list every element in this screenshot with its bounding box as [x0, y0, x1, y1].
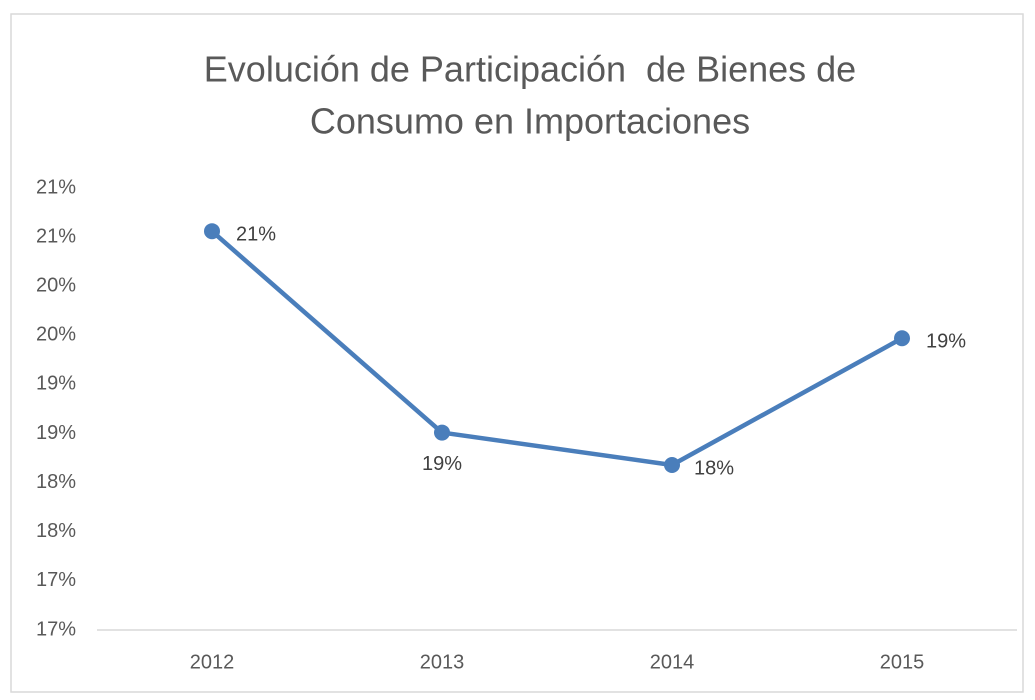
x-tick-label: 2014 — [650, 651, 695, 673]
y-tick-label: 18% — [36, 520, 76, 542]
y-tick-label: 17% — [36, 618, 76, 640]
y-tick-label: 19% — [36, 422, 76, 444]
chart-frame — [10, 13, 1024, 693]
y-tick-label: 19% — [36, 373, 76, 395]
point — [664, 456, 680, 473]
point — [204, 223, 220, 240]
chart-title: Evolución de Participación de Bienes de — [204, 49, 856, 90]
y-tick-label: 21% — [36, 225, 76, 247]
y-tick-label: 18% — [36, 471, 76, 493]
point — [894, 330, 910, 347]
line — [210, 229, 904, 468]
y-tick-label: 17% — [36, 569, 76, 591]
y-tick-label: 21% — [36, 176, 76, 198]
x-tick-label: 2015 — [880, 651, 925, 673]
x-tick-label: 2012 — [190, 651, 235, 673]
data-label: 19% — [422, 453, 462, 475]
chart-title: Consumo en Importaciones — [310, 101, 750, 142]
data-label: 21% — [236, 223, 276, 245]
data-label: 19% — [926, 331, 966, 353]
x-tick-label: 2013 — [420, 651, 465, 673]
data-label: 18% — [694, 457, 734, 479]
point — [434, 424, 450, 441]
y-tick-label: 20% — [36, 324, 76, 346]
y-tick-label: 20% — [36, 275, 76, 297]
